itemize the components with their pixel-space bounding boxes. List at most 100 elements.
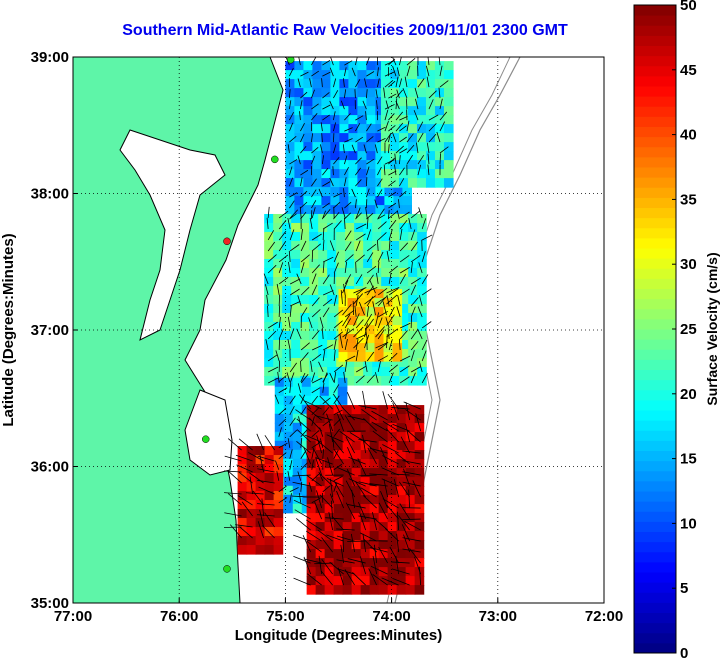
vector-arrow [344, 309, 355, 318]
colorbar-segment [634, 248, 676, 259]
velocity-cell [327, 348, 337, 359]
vector-arrow [395, 76, 399, 88]
vector-arrow [276, 283, 280, 296]
velocity-cell [339, 133, 349, 143]
velocity-cell [390, 222, 400, 233]
velocity-cell [318, 348, 328, 359]
velocity-cell [315, 459, 326, 469]
velocity-cell [414, 450, 425, 460]
velocity-cell [303, 196, 313, 206]
velocity-cell [321, 115, 331, 125]
velocity-cell [387, 576, 398, 586]
vector-arrow [358, 438, 377, 443]
vector-arrow [322, 71, 331, 77]
velocity-cell [342, 531, 353, 541]
velocity-cell [315, 486, 326, 496]
velocity-cell [330, 196, 340, 206]
velocity-cell [380, 169, 391, 179]
vector-arrow [336, 528, 355, 531]
vector-arrow [278, 375, 287, 383]
colorbar-segment [634, 470, 676, 482]
vector-arrow [322, 349, 326, 362]
velocity-cell [366, 79, 376, 89]
velocity-cell [399, 222, 409, 233]
vector-arrow [388, 229, 393, 241]
velocity-cell [339, 169, 349, 179]
vector-arrow [386, 294, 390, 307]
vector-arrow [261, 498, 265, 517]
vector-arrow [399, 322, 411, 329]
vector-arrow [362, 440, 377, 454]
velocity-cell [375, 97, 385, 107]
vector-arrow [364, 334, 370, 349]
velocity-cell [408, 213, 418, 224]
velocity-cell [390, 231, 400, 242]
vector-arrow [428, 99, 434, 110]
velocity-cell [387, 549, 398, 559]
velocity-cell [389, 142, 400, 152]
vector-arrow [300, 450, 307, 459]
velocity-cell [348, 70, 358, 80]
vector-arrow [267, 264, 277, 274]
vector-arrow [406, 98, 408, 110]
velocity-cell [237, 527, 248, 537]
velocity-cell [294, 160, 304, 170]
colorbar-segment [634, 339, 676, 350]
vector-arrow [321, 537, 333, 553]
velocity-cell [354, 258, 364, 269]
velocity-cell [300, 258, 310, 269]
velocity-cell [372, 249, 382, 260]
velocity-cell [324, 405, 335, 415]
vector-arrow [287, 144, 290, 154]
velocity-cell [327, 267, 337, 278]
vector-arrow [366, 351, 375, 362]
vector-arrow [382, 455, 399, 465]
velocity-cell [354, 276, 364, 287]
velocity-cell [336, 267, 346, 278]
velocity-cell [417, 357, 427, 368]
velocity-cell [318, 285, 328, 296]
velocity-cell [417, 231, 427, 242]
vector-arrow [355, 167, 362, 176]
velocity-cell [306, 522, 317, 532]
colorbar-segment [634, 217, 676, 229]
velocity-cell [357, 124, 367, 134]
vector-arrow [392, 57, 397, 66]
vector-arrow [388, 202, 397, 209]
vector-arrow [300, 342, 310, 351]
velocity-cell [375, 115, 385, 125]
velocity-cell [408, 231, 418, 242]
velocity-cell [264, 348, 274, 359]
vector-arrow [353, 287, 367, 294]
velocity-cell [285, 133, 295, 143]
vector-arrow [336, 413, 345, 432]
velocity-cell [369, 450, 380, 460]
velocity-cell [339, 124, 349, 134]
radar-station-marker [286, 57, 295, 64]
velocity-cell [407, 178, 418, 188]
vector-arrow [426, 76, 430, 88]
velocity-cell [375, 142, 385, 152]
velocity-cell [383, 352, 394, 362]
velocity-cell [327, 357, 337, 368]
velocity-cell [303, 97, 313, 107]
velocity-cell [348, 133, 358, 143]
vector-arrow [417, 121, 424, 132]
colorbar-tick-label: 40 [680, 127, 697, 144]
vector-arrow [398, 338, 401, 351]
vector-arrow [344, 217, 346, 230]
velocity-cell [300, 339, 310, 350]
velocity-cell [306, 504, 317, 514]
vector-arrow [372, 430, 388, 443]
velocity-cell [327, 231, 337, 242]
vector-arrow [362, 533, 367, 553]
vector-arrow [391, 407, 410, 410]
velocity-cell [375, 178, 385, 188]
vector-arrow [344, 230, 352, 241]
vector-arrow [293, 577, 311, 586]
vector-arrow [278, 497, 288, 504]
velocity-cell [408, 339, 418, 350]
vector-arrow [296, 328, 302, 340]
velocity-cell [337, 386, 348, 397]
velocity-cell [264, 473, 275, 483]
